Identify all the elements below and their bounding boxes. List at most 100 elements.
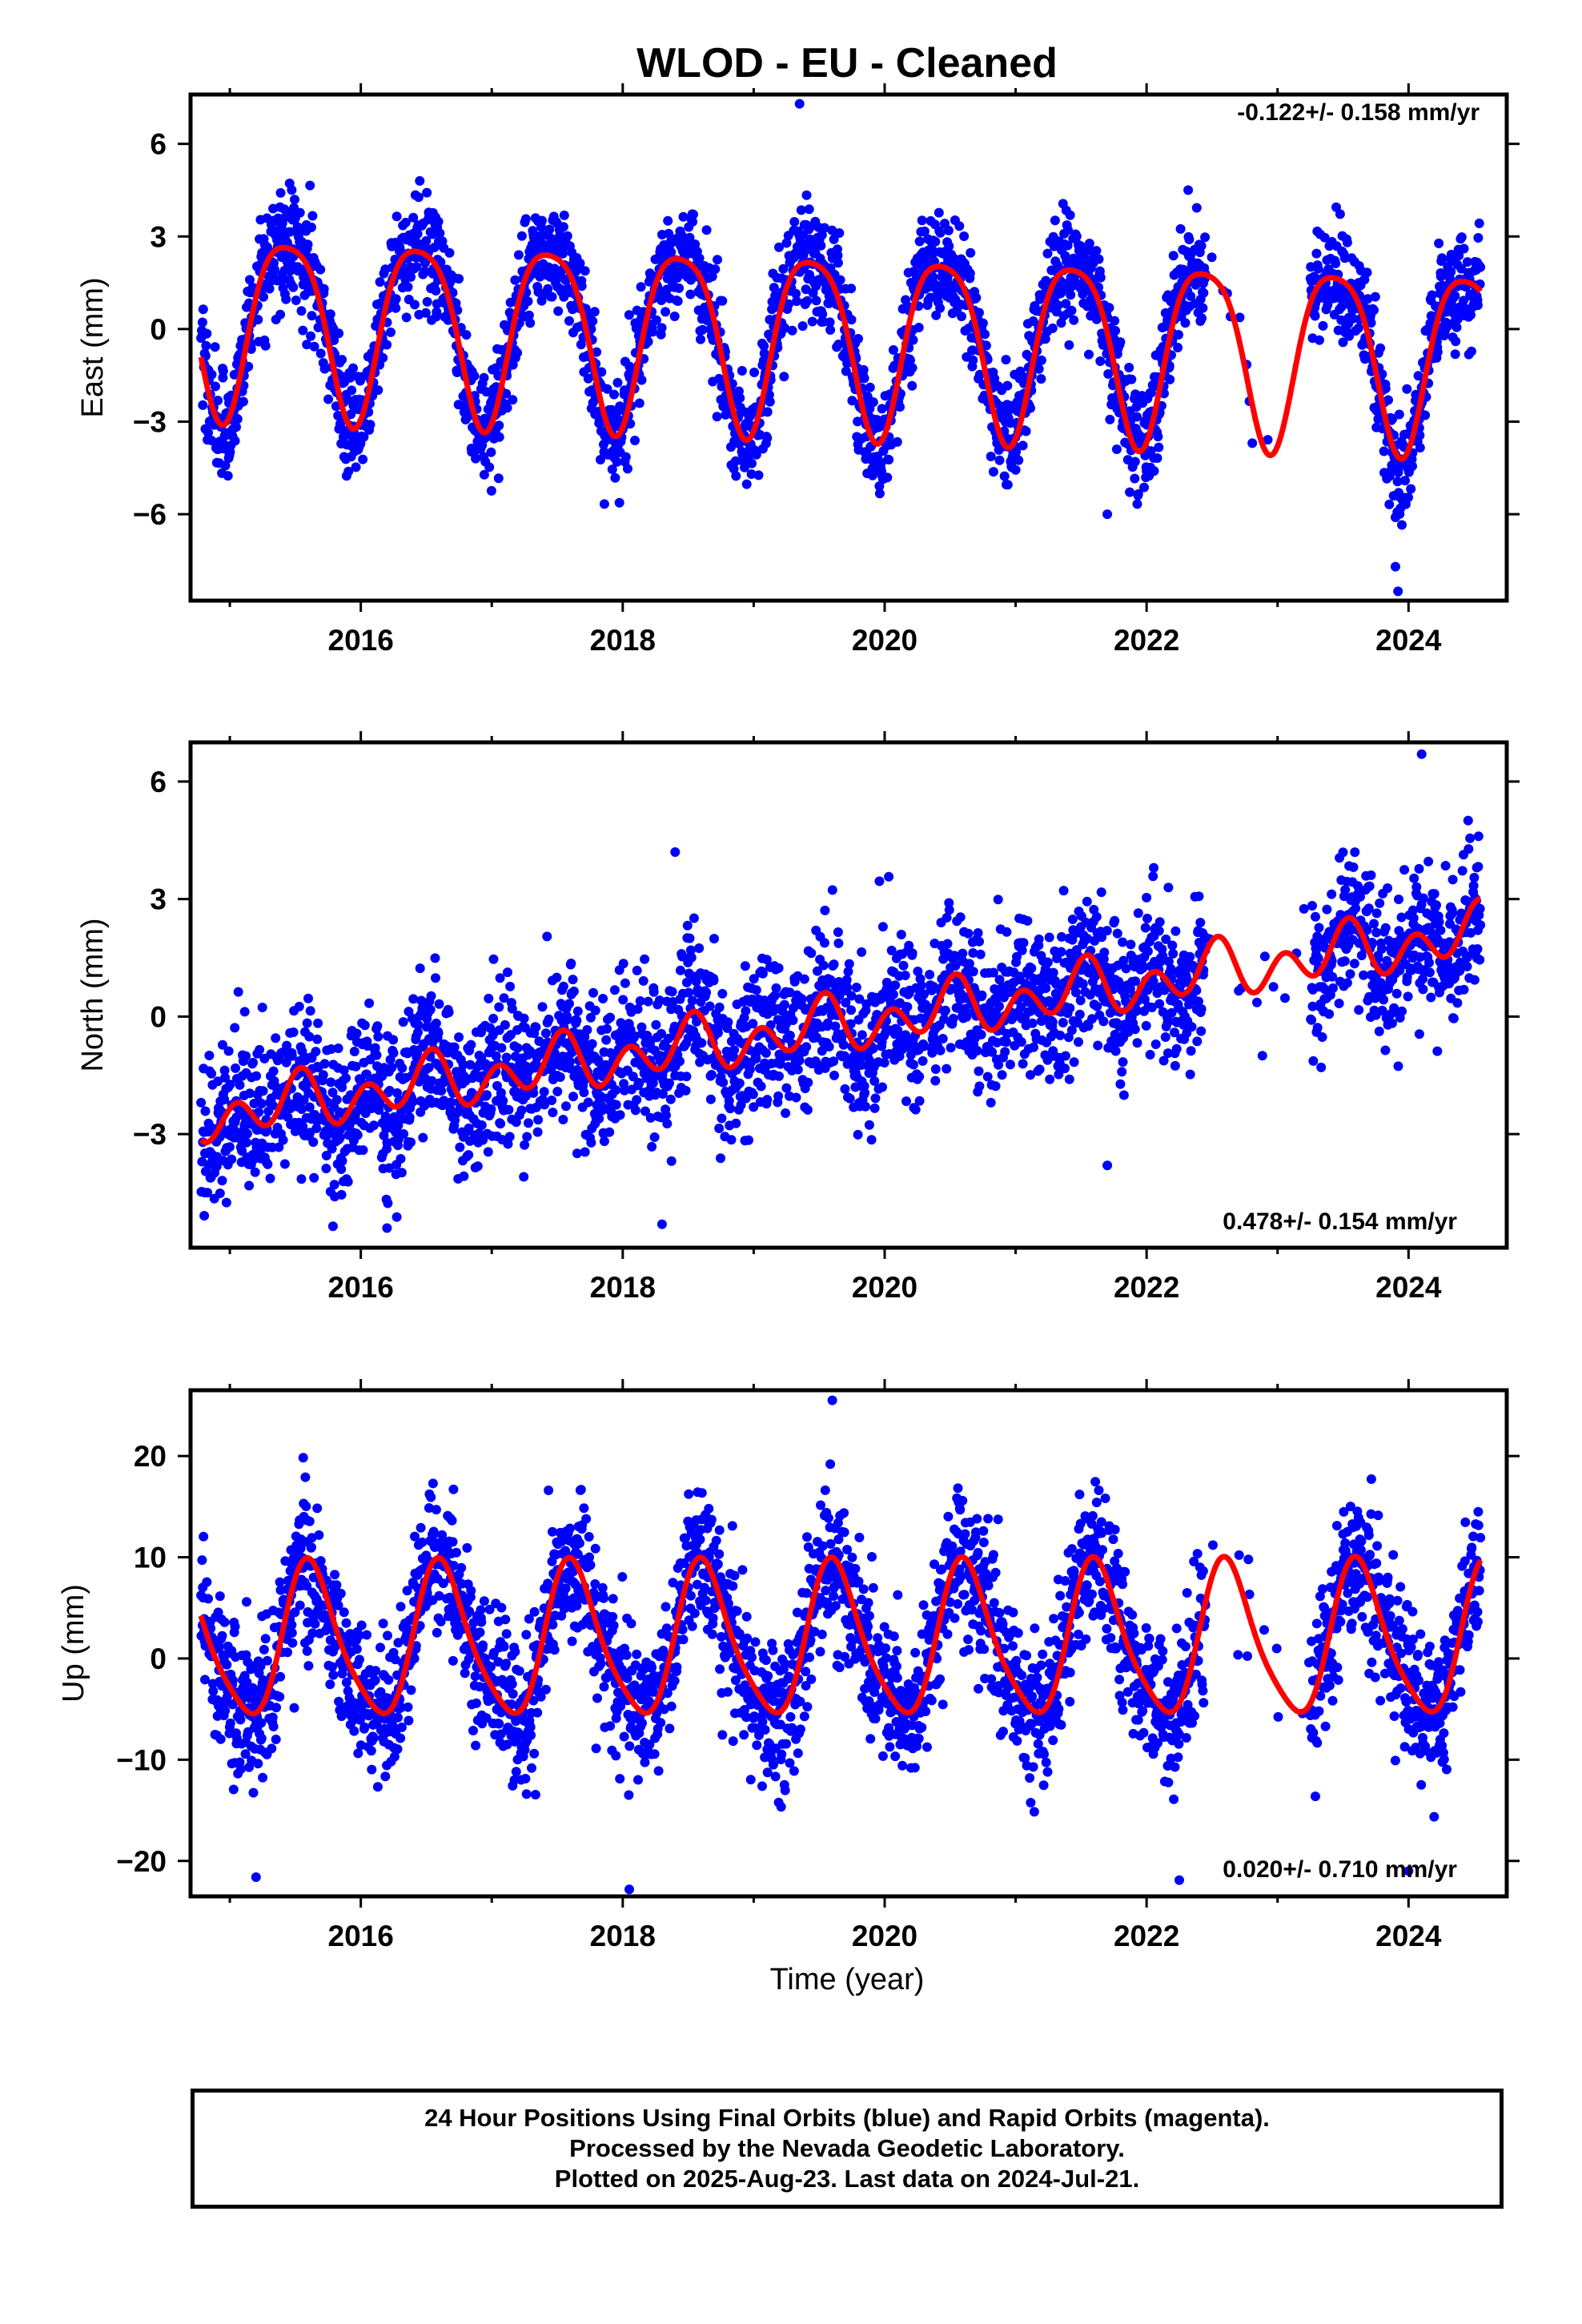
east-point [784,299,794,309]
east-point [1397,520,1407,530]
east-point [1466,346,1476,356]
north-point [616,1018,626,1028]
east-point [1026,403,1035,413]
north-point [1002,1037,1011,1047]
north-point [744,1135,753,1145]
east-point [966,247,976,258]
north-point [537,1002,548,1012]
east-point [1394,409,1404,420]
north-point [893,1025,903,1035]
north-point [337,1156,347,1166]
north-point [215,1188,225,1199]
east-point [827,225,837,235]
east-point [817,309,828,320]
north-point [841,998,851,1007]
east-point [986,452,996,461]
east-point [1091,314,1102,324]
east-point [337,424,347,435]
north-point [749,1102,759,1112]
north-point [748,1089,758,1100]
north-point [785,1031,795,1040]
north-point [618,995,628,1005]
east-point [1451,336,1461,347]
north-point [657,1089,668,1099]
north-point [975,949,986,959]
north-point [282,1040,292,1051]
north-point [729,1045,740,1055]
north-point [519,1172,529,1182]
north-point [781,1108,791,1118]
east-point [238,396,248,407]
north-point [962,1011,972,1022]
east-point [905,355,915,365]
north-point [564,999,574,1009]
north-point [914,1072,925,1082]
east-point [988,467,998,477]
east-point [408,212,419,223]
north-point [572,1006,583,1016]
east-point [1406,484,1416,494]
north-point [1070,987,1081,998]
north-point [532,1127,543,1137]
north-point [233,987,243,997]
north-point [1045,1074,1055,1084]
north-point [667,987,677,997]
east-point [853,334,863,344]
north-point [632,1095,642,1105]
north-point [327,1221,338,1232]
east-point [833,258,843,268]
east-point [220,460,231,471]
north-point [1026,963,1037,974]
east-point [751,449,761,460]
north-point [244,1180,255,1191]
north-point [239,1007,250,1017]
east-point [833,340,844,349]
east-point [1319,232,1330,243]
east-point [1042,248,1053,259]
east-point [787,325,797,336]
east-point [471,453,481,464]
east-point [847,396,857,406]
north-point [227,1154,237,1164]
north-point [533,1115,544,1125]
east-point [454,274,464,284]
north-point [371,1050,382,1060]
east-point [223,471,233,481]
north-point [583,1097,593,1108]
east-point [207,369,217,380]
north-point [299,1095,309,1105]
east-point [1318,320,1328,331]
east-point [943,225,954,235]
north-point [977,990,987,1000]
north-point [540,1100,550,1110]
north-point [901,1096,911,1107]
east-point [674,283,685,293]
north-point [938,1034,948,1043]
east-point [1199,287,1209,298]
north-point [566,959,576,968]
north-point [298,1121,308,1132]
north-point [974,1066,984,1076]
east-point [1473,233,1484,243]
north-point [919,1041,930,1051]
east-point [298,325,308,336]
north-point [199,1211,210,1221]
east-point [306,331,316,341]
east-point [1061,299,1071,309]
north-point [424,1063,434,1073]
north-point [692,1016,701,1027]
east-point [634,398,644,408]
east-point [422,296,432,307]
north-point [681,1085,691,1096]
north-point [321,1164,331,1174]
east-point [713,255,722,265]
east-point [260,340,271,351]
north-point [629,1031,640,1041]
north-point [1058,1018,1068,1027]
north-point [413,1027,423,1038]
east-point [907,363,917,373]
north-point [312,1034,323,1044]
east-point [957,312,966,322]
north-point [684,987,694,998]
east-point [789,217,800,227]
